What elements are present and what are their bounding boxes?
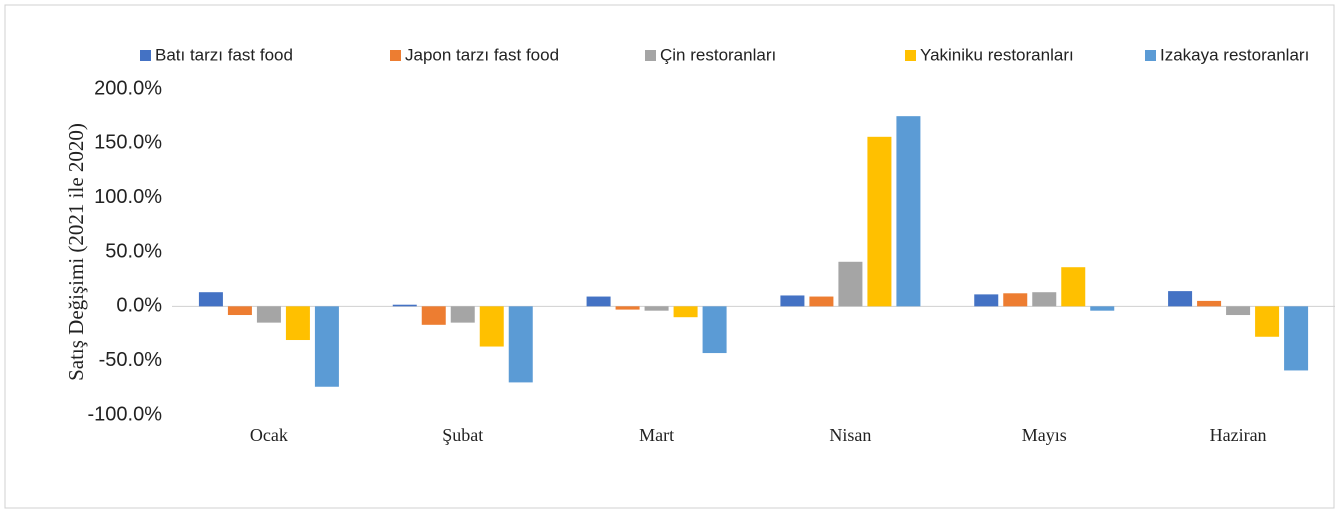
bar — [1061, 267, 1086, 307]
bar — [644, 306, 669, 311]
bar — [256, 306, 281, 323]
bar — [1168, 291, 1193, 307]
bar — [421, 306, 446, 325]
legend-swatch — [645, 50, 656, 61]
x-tick-label: Şubat — [442, 425, 483, 445]
legend-label: Çin restoranları — [660, 45, 776, 64]
bar — [974, 294, 999, 307]
bar — [809, 296, 834, 307]
bar — [586, 296, 611, 307]
bar — [1284, 306, 1309, 371]
legend-swatch — [390, 50, 401, 61]
chart-border — [4, 4, 1335, 509]
x-tick-label: Mayıs — [1022, 425, 1067, 445]
legend-label: Batı tarzı fast food — [155, 45, 293, 64]
bar — [314, 306, 339, 387]
bar — [479, 306, 504, 347]
legend-label: Izakaya restoranları — [1160, 45, 1309, 64]
y-tick-label: 0.0% — [116, 295, 162, 317]
bar — [1003, 293, 1028, 307]
x-tick-label: Mart — [639, 425, 674, 445]
legend-label: Japon tarzı fast food — [405, 45, 559, 64]
y-tick-label: -100.0% — [88, 403, 163, 425]
bar — [1197, 300, 1222, 307]
bar — [673, 306, 698, 318]
bar — [285, 306, 310, 341]
bar — [702, 306, 727, 354]
legend-swatch — [905, 50, 916, 61]
x-tick-label: Ocak — [250, 425, 288, 445]
bar — [780, 295, 805, 307]
bar — [227, 306, 252, 316]
bar — [867, 136, 892, 307]
bar — [896, 116, 921, 307]
legend-swatch — [1145, 50, 1156, 61]
bar — [838, 261, 863, 307]
y-tick-label: 50.0% — [105, 240, 162, 262]
bar — [1226, 306, 1251, 316]
bar — [508, 306, 533, 383]
bar — [450, 306, 475, 323]
legend-label: Yakiniku restoranları — [920, 45, 1074, 64]
x-tick-label: Haziran — [1210, 425, 1267, 445]
bar — [198, 292, 223, 307]
y-axis-label: Satış Değişimi (2021 ile 2020) — [64, 123, 88, 381]
bar — [1255, 306, 1280, 337]
bar — [1090, 306, 1115, 311]
y-tick-label: 200.0% — [94, 77, 162, 99]
legend-swatch — [140, 50, 151, 61]
bar — [615, 306, 640, 310]
y-tick-label: -50.0% — [99, 349, 163, 371]
x-tick-label: Nisan — [829, 425, 871, 445]
y-tick-label: 150.0% — [94, 132, 162, 154]
y-tick-label: 100.0% — [94, 186, 162, 208]
bar — [392, 304, 417, 307]
bar — [1032, 292, 1057, 307]
